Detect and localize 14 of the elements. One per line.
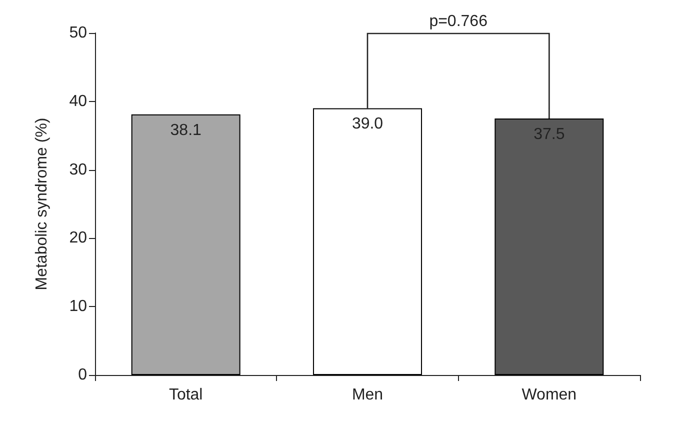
y-tick-label: 30 bbox=[69, 161, 88, 178]
x-tick-label: Women bbox=[522, 386, 577, 404]
y-tick-label: 10 bbox=[69, 298, 88, 316]
text: p=0.766 bbox=[429, 12, 488, 30]
x-tick-label: Total bbox=[168, 386, 203, 404]
y-tick-label: 50 bbox=[69, 24, 88, 42]
y-tick-label: 40 bbox=[69, 92, 88, 110]
y-tick-label: 0 bbox=[78, 366, 88, 384]
y-axis-title: Metabolic syndrome (%) bbox=[34, 118, 50, 290]
x-tick-label: Men bbox=[352, 386, 384, 404]
y-tick-label: 20 bbox=[69, 230, 88, 247]
data-label: 37.5 bbox=[534, 126, 565, 143]
data-label: 38.1 bbox=[170, 122, 202, 139]
data-label: 39.0 bbox=[352, 116, 384, 133]
